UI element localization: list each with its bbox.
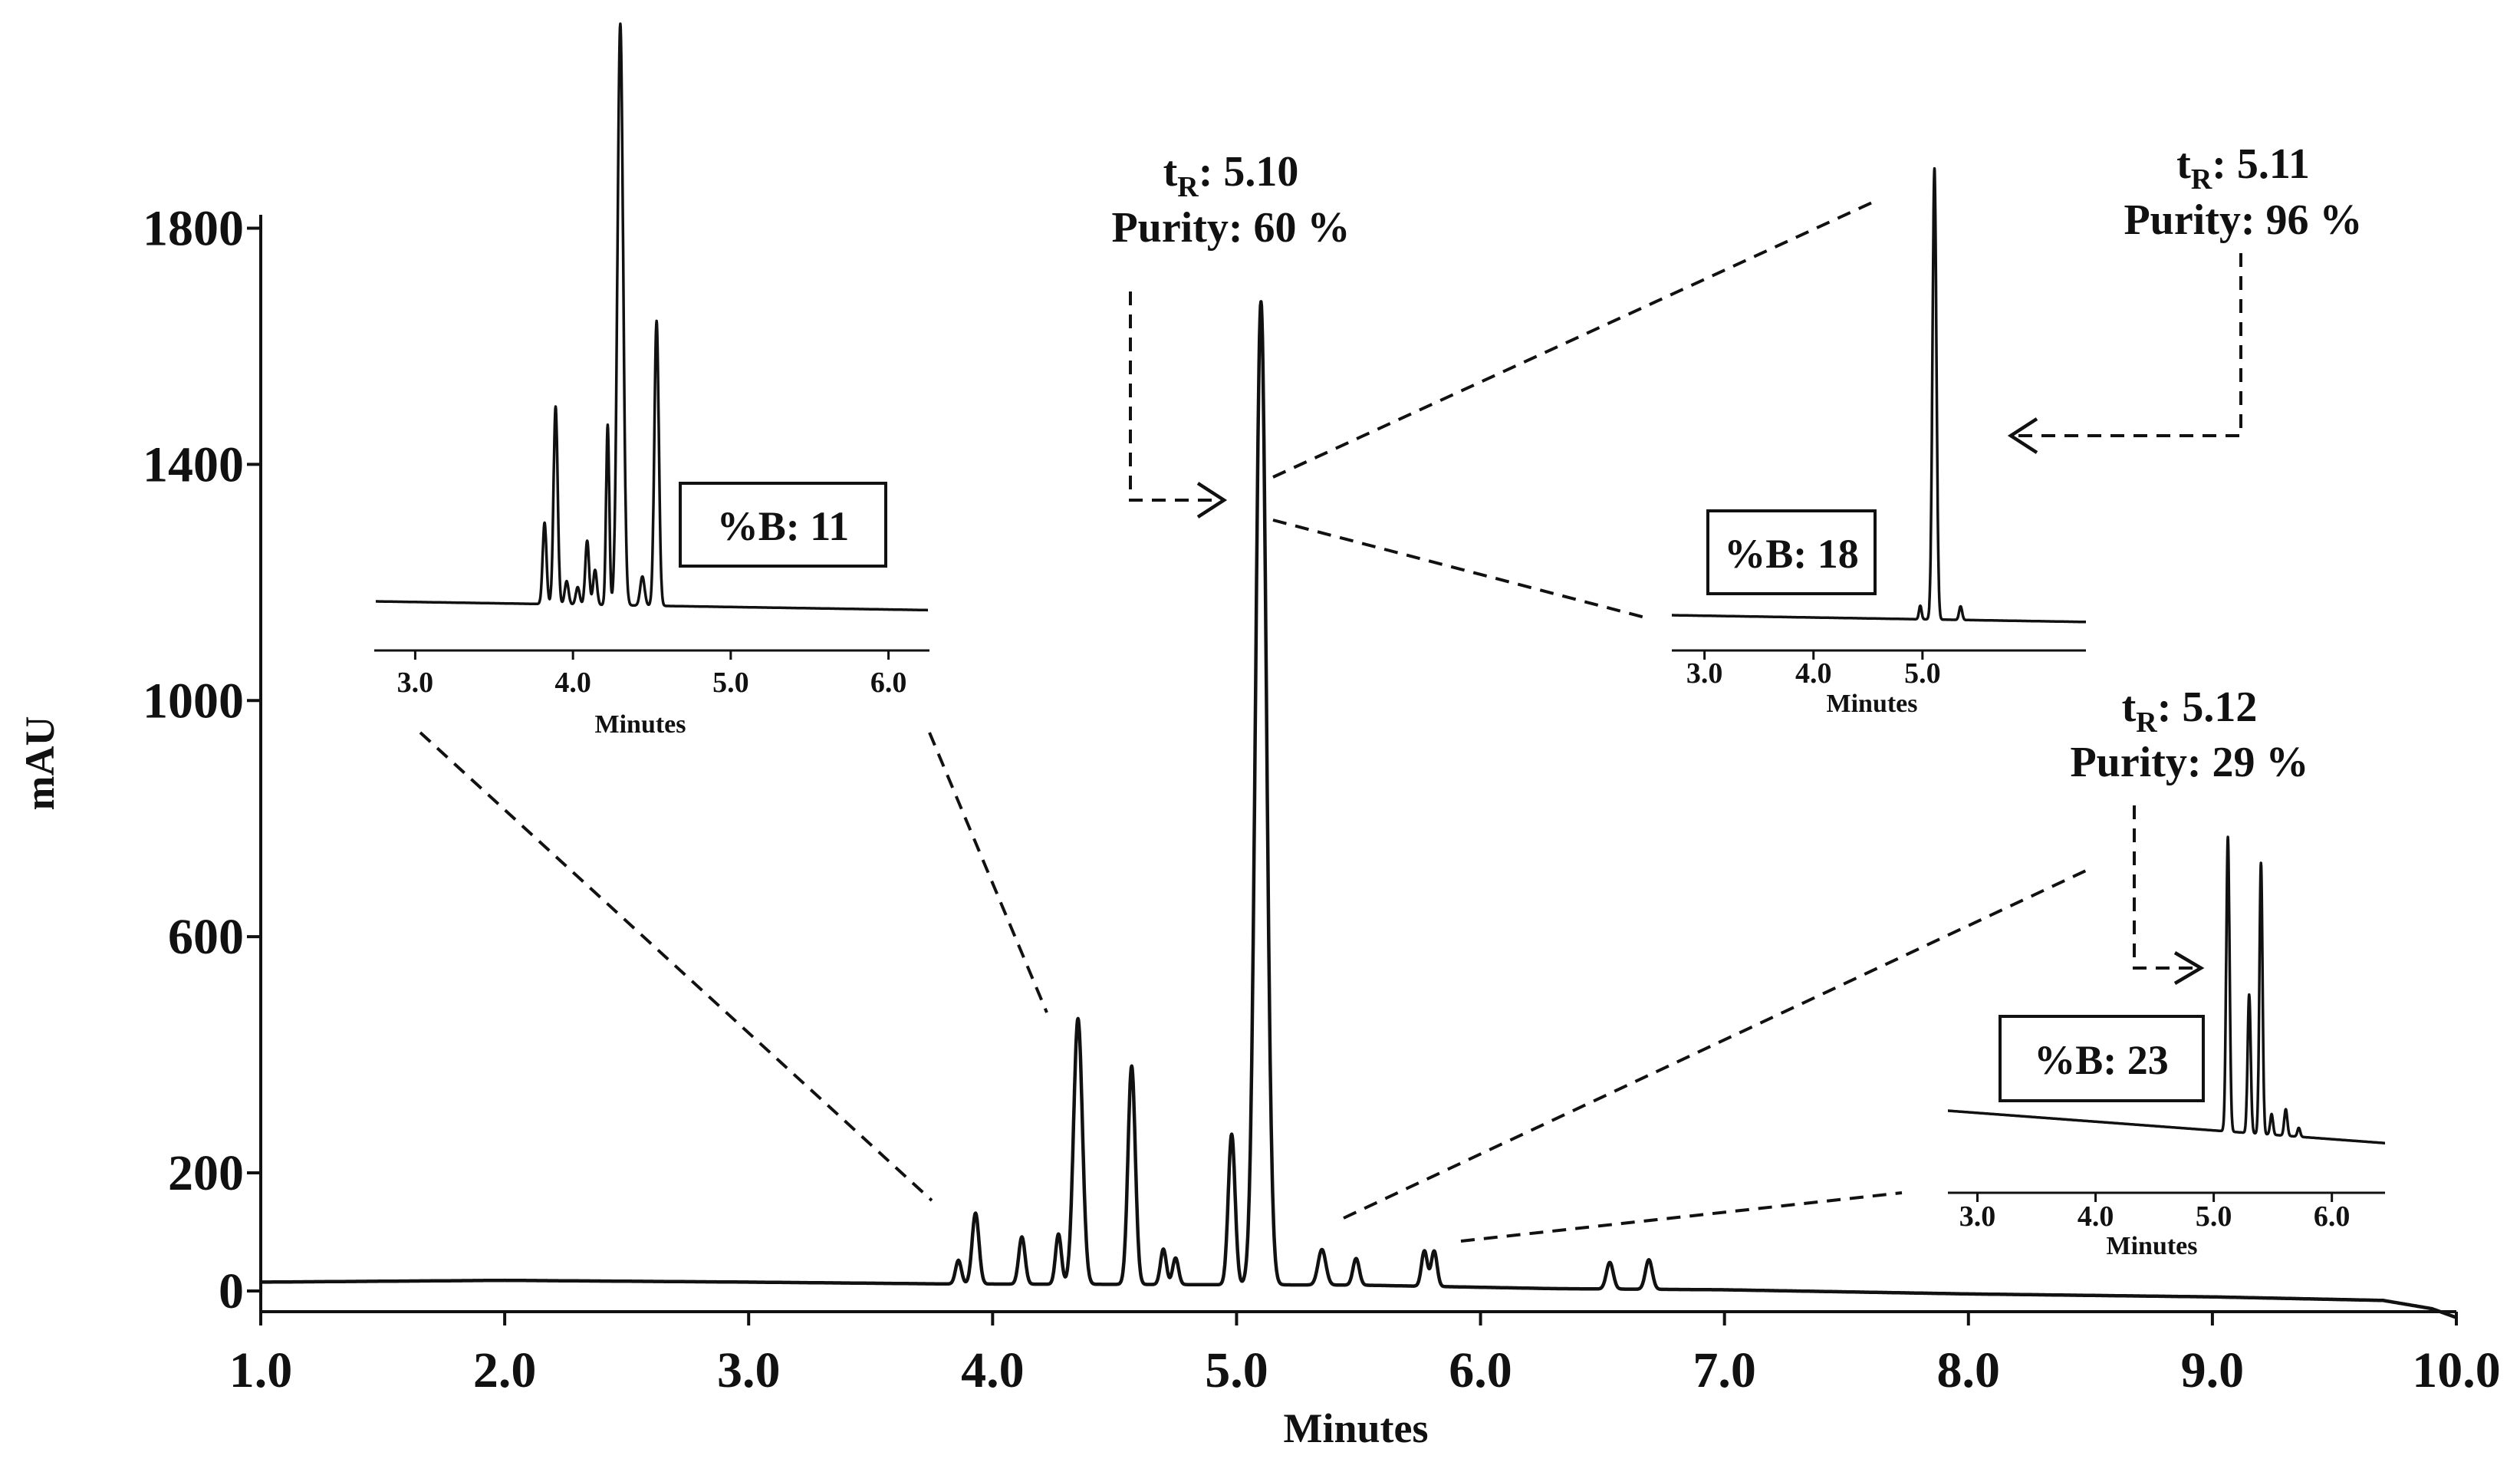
connector-lines — [419, 198, 2242, 1243]
inset-b18-xlabel: Minutes — [1827, 690, 1918, 718]
inset-b23-ticks: 3.0 4.0 5.0 6.0 — [1959, 1193, 2351, 1233]
main-x-tick-label: 10.0 — [2412, 1342, 2501, 1398]
annotation-510: tR: 5.10 Purity: 60 % — [1111, 148, 1350, 252]
inset-b23-label: %B: 23 — [2034, 1037, 2169, 1083]
arrowhead-511 — [2007, 417, 2038, 454]
annotation-512-tr: tR: 5.12 — [2122, 683, 2258, 739]
inset-b11-tick-label: 6.0 — [870, 667, 907, 699]
annotation-511-tr: tR: 5.11 — [2176, 140, 2310, 196]
main-x-tick-label: 5.0 — [1205, 1342, 1268, 1398]
main-y-tick-label: 1000 — [143, 673, 244, 729]
main-y-tick-label: 200 — [168, 1145, 244, 1201]
main-x-tick-label: 7.0 — [1693, 1342, 1756, 1398]
arrow-511-path — [2015, 253, 2242, 437]
connector-b23-upper — [1343, 869, 2087, 1220]
main-y-tick-label: 1400 — [143, 436, 244, 492]
arrowhead-512 — [2173, 951, 2205, 985]
inset-b11-tick-label: 4.0 — [554, 667, 591, 699]
main-x-tick-label: 1.0 — [229, 1342, 293, 1398]
annotation-511: tR: 5.11 Purity: 96 % — [2124, 140, 2362, 244]
inset-b23-tick-label: 6.0 — [2314, 1200, 2351, 1233]
main-x-tick-label: 2.0 — [473, 1342, 537, 1398]
main-y-axis-title: mAU — [17, 716, 63, 811]
annotation-512: tR: 5.12 Purity: 29 % — [2070, 683, 2308, 786]
connector-b18-upper — [1272, 198, 1880, 479]
inset-b23-xlabel: Minutes — [2107, 1232, 2198, 1260]
main-x-tick-label: 8.0 — [1937, 1342, 2001, 1398]
inset-b18-ticks: 3.0 4.0 5.0 — [1686, 650, 1941, 690]
inset-b18: 3.0 4.0 5.0 Minutes %B: 18 — [1670, 166, 2087, 718]
main-x-ticks: 1.0 2.0 3.0 4.0 5.0 6.0 7.0 8.0 9.0 10.0 — [229, 1312, 2501, 1398]
inset-b11-label-box — [679, 482, 887, 568]
main-chromatogram-trace — [259, 300, 2458, 1319]
main-y-tick-label: 600 — [168, 909, 244, 965]
inset-b11: 3.0 4.0 5.0 6.0 Minutes %B: 11 — [374, 22, 929, 739]
connector-b23-lower — [1460, 1191, 1903, 1243]
main-x-tick-label: 9.0 — [2181, 1342, 2245, 1398]
main-x-tick-label: 3.0 — [717, 1342, 781, 1398]
inset-b11-ticks: 3.0 4.0 5.0 6.0 — [397, 650, 907, 699]
inset-b18-label-box — [1706, 509, 1877, 595]
annotation-510-purity: Purity: 60 % — [1111, 204, 1350, 252]
main-y-tick-label: 1800 — [143, 201, 244, 257]
inset-b11-xlabel: Minutes — [595, 710, 686, 739]
main-y-ticks: 0 200 600 1000 1400 1800 — [143, 201, 261, 1319]
annotation-511-purity: Purity: 96 % — [2124, 196, 2362, 244]
inset-b11-tick-label: 3.0 — [397, 667, 434, 699]
inset-b23-trace — [1946, 835, 2387, 1144]
inset-b23: 3.0 4.0 5.0 6.0 Minutes %B: 23 — [1946, 835, 2387, 1260]
inset-b18-tick-label: 3.0 — [1686, 657, 1723, 690]
connector-b11-right — [928, 732, 1048, 1013]
main-y-tick-label: 0 — [219, 1263, 244, 1319]
main-x-tick-label: 6.0 — [1449, 1342, 1512, 1398]
arrowhead-510 — [1196, 482, 1228, 519]
inset-b23-tick-label: 5.0 — [2196, 1200, 2232, 1233]
inset-b11-trace — [374, 22, 929, 612]
inset-b11-tick-label: 5.0 — [712, 667, 749, 699]
inset-b18-tick-label: 4.0 — [1795, 657, 1832, 690]
connector-b11-left — [419, 731, 933, 1202]
inset-b11-label: %B: 11 — [717, 503, 850, 549]
annotation-512-purity: Purity: 29 % — [2070, 739, 2308, 786]
inset-b18-trace — [1670, 166, 2087, 624]
main-axes — [259, 215, 2456, 1313]
arrowheads — [1196, 417, 2205, 985]
inset-b18-label: %B: 18 — [1724, 531, 1859, 577]
main-x-axis-title: Minutes — [1284, 1405, 1429, 1451]
annotation-510-tr: tR: 5.10 — [1163, 148, 1299, 203]
arrow-512-path — [2133, 805, 2195, 970]
inset-b23-label-box — [1999, 1015, 2205, 1102]
inset-b23-tick-label: 4.0 — [2078, 1200, 2114, 1233]
inset-b18-tick-label: 5.0 — [1904, 657, 1941, 690]
main-x-tick-label: 4.0 — [961, 1342, 1025, 1398]
arrow-510-path — [1129, 291, 1219, 502]
inset-b23-tick-label: 3.0 — [1959, 1200, 1996, 1233]
connector-b18-lower — [1272, 519, 1646, 619]
